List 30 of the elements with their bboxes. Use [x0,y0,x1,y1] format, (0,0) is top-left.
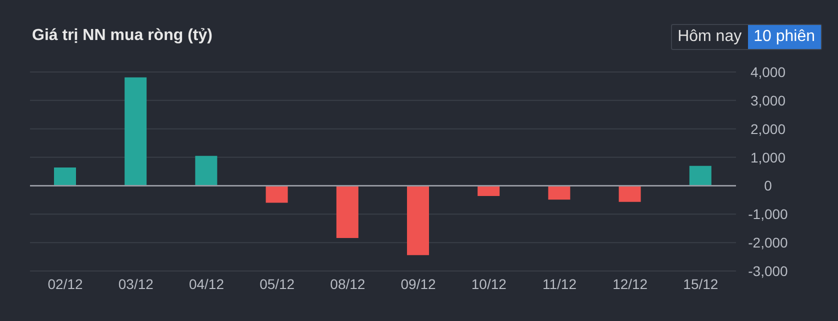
y-tick-label: -3,000 [748,262,788,279]
bar [689,166,712,186]
x-tick-label: 15/12 [683,276,718,292]
x-tick-label: 02/12 [48,276,84,292]
bar [618,186,641,202]
bar [548,186,570,200]
bar [54,168,76,186]
bar [478,186,500,196]
chart-title: Giá trị NN mua ròng (tỷ) [32,27,212,45]
bar [407,186,429,256]
x-tick-label: 09/12 [400,276,436,292]
x-tick-label: 05/12 [260,276,295,292]
bar [195,156,218,186]
y-tick-label: 0 [764,178,772,194]
x-tick-label: 04/12 [188,276,224,292]
x-tick-label: 03/12 [118,276,154,292]
y-tick-label: -1,000 [748,206,788,222]
y-tick-label: 3,000 [750,92,786,108]
x-tick-label: 11/12 [542,276,577,292]
period-toggle: Hôm nay 10 phiên [670,24,822,50]
y-tick-label: 4,000 [750,64,786,80]
bar [266,186,288,203]
bar [336,186,358,238]
x-tick-label: 10/12 [471,276,507,292]
bar [124,77,147,186]
x-tick-label: 12/12 [612,276,648,292]
x-tick-label: 08/12 [330,276,366,292]
y-tick-label: -2,000 [748,234,788,251]
y-tick-label: 2,000 [750,120,786,137]
y-tick-label: 1,000 [750,149,786,166]
